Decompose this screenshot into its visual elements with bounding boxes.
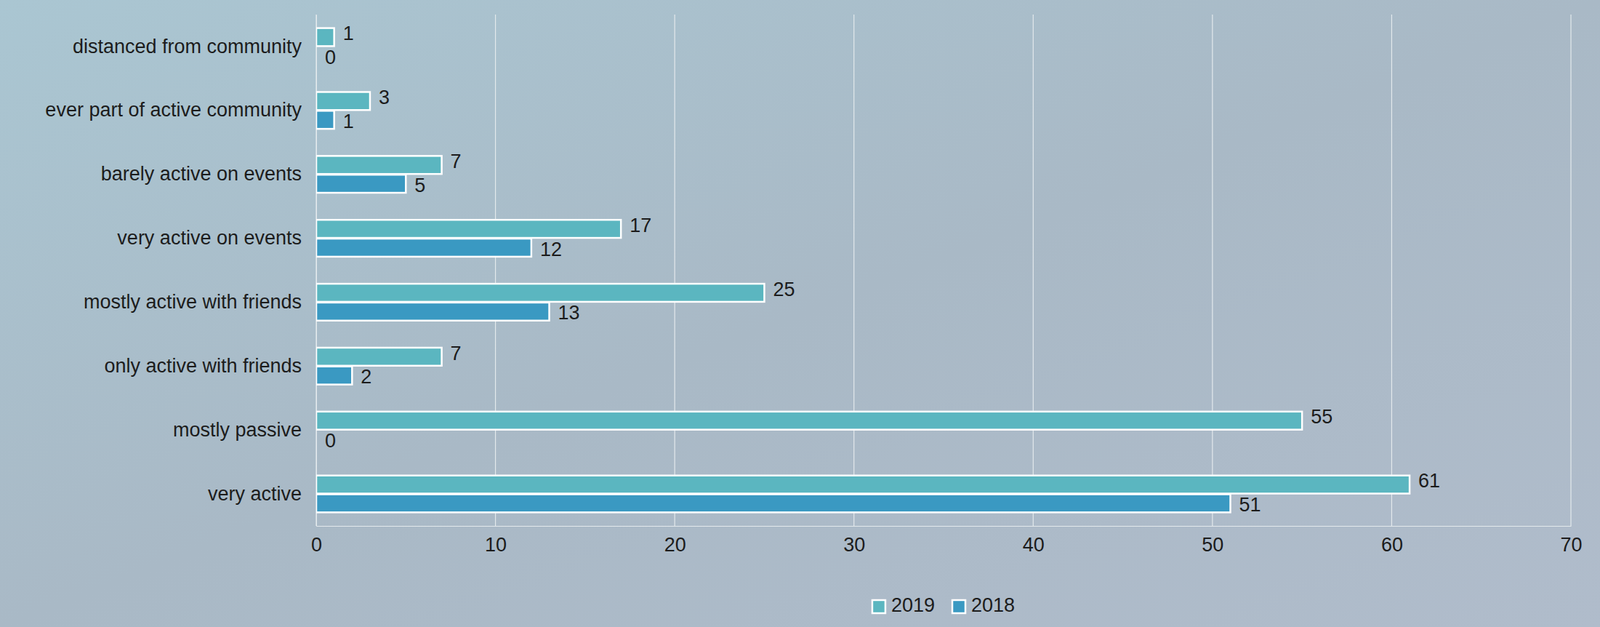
category-label: mostly passive <box>173 418 302 441</box>
x-axis-line <box>316 525 1572 527</box>
y-axis: distanced from community ever part of act… <box>45 15 317 527</box>
bar <box>316 219 621 238</box>
bar <box>316 302 550 321</box>
category-label: very active on events <box>117 226 302 249</box>
data-label: 25 <box>772 278 795 301</box>
y-tick: very active <box>207 482 317 505</box>
x-tick: 60 <box>1381 525 1403 556</box>
category-label: only active with friends <box>103 354 302 377</box>
data-label: 61 <box>1418 469 1441 492</box>
bar <box>316 430 317 449</box>
category-label: ever part of active community <box>45 98 302 121</box>
bar <box>316 91 371 110</box>
legend-swatch <box>872 599 886 613</box>
legend-swatch <box>952 599 966 613</box>
data-label: 1 <box>343 22 355 45</box>
data-labels: 13717257556101512132051 <box>324 22 1441 516</box>
data-label: 2 <box>360 365 372 388</box>
data-label: 13 <box>558 301 581 324</box>
grid <box>316 14 1571 526</box>
x-tick: 30 <box>843 525 866 556</box>
grid-line <box>1570 14 1571 526</box>
x-tick-label: 40 <box>1022 533 1045 556</box>
x-tick-label: 20 <box>664 533 687 556</box>
bar <box>316 494 1231 513</box>
x-tick-label: 10 <box>484 533 507 556</box>
data-label: 17 <box>629 214 652 237</box>
bar <box>316 238 532 257</box>
x-tick: 20 <box>664 525 687 556</box>
y-tick: ever part of active community <box>45 98 317 121</box>
bar <box>316 110 335 129</box>
data-label: 0 <box>324 429 336 452</box>
x-tick-label: 50 <box>1201 533 1224 556</box>
grid-line <box>1032 14 1034 526</box>
x-tick: 70 <box>1560 525 1582 556</box>
bar <box>316 28 335 47</box>
data-label: 0 <box>324 46 336 69</box>
grid-line <box>1211 14 1213 526</box>
grid-line <box>1391 14 1393 526</box>
data-label: 1 <box>343 110 355 133</box>
x-tick-label: 0 <box>311 533 323 556</box>
bar <box>316 155 442 174</box>
category-label: very active <box>207 482 302 505</box>
background <box>0 0 1600 627</box>
data-label: 7 <box>450 150 462 173</box>
bar <box>316 174 406 193</box>
y-tick: distanced from community <box>72 35 317 58</box>
x-tick: 10 <box>484 525 507 556</box>
x-tick-label: 30 <box>843 533 866 556</box>
legend-label: 2019 <box>891 593 935 616</box>
data-label: 3 <box>378 86 390 109</box>
bars <box>316 28 1410 513</box>
y-tick: barely active on events <box>101 162 317 185</box>
y-tick: only active with friends <box>103 354 317 377</box>
x-tick-label: 60 <box>1381 533 1403 556</box>
chart: distanced from community ever part of act… <box>0 0 1600 627</box>
legend-label: 2018 <box>971 593 1015 616</box>
category-label: distanced from community <box>72 35 303 58</box>
y-tick: very active on events <box>117 226 317 249</box>
x-tick: 50 <box>1201 525 1224 556</box>
grid-line <box>674 14 676 526</box>
category-label: mostly active with friends <box>83 290 302 313</box>
legend: 2019 2018 <box>872 593 1015 616</box>
y-tick: mostly active with friends <box>83 290 317 313</box>
x-tick-label: 70 <box>1560 533 1582 556</box>
data-label: 51 <box>1239 493 1262 516</box>
grid-line <box>495 14 496 526</box>
x-tick: 0 <box>311 525 323 556</box>
bar <box>316 411 1302 430</box>
data-label: 7 <box>450 342 462 365</box>
x-tick: 40 <box>1022 525 1045 556</box>
y-tick: mostly passive <box>173 418 317 441</box>
grid-line <box>853 14 855 526</box>
bar <box>316 475 1410 494</box>
data-label: 12 <box>540 238 562 261</box>
x-axis: 0 10 20 30 40 50 60 70 <box>311 525 1583 556</box>
data-label: 55 <box>1310 405 1333 428</box>
category-label: barely active on events <box>101 162 302 185</box>
data-label: 5 <box>414 174 426 197</box>
bar <box>316 283 765 302</box>
legend-item: 2018 <box>952 593 1015 616</box>
bar <box>316 347 442 366</box>
bar <box>316 46 317 65</box>
legend-item: 2019 <box>872 593 935 616</box>
bar <box>316 366 352 385</box>
